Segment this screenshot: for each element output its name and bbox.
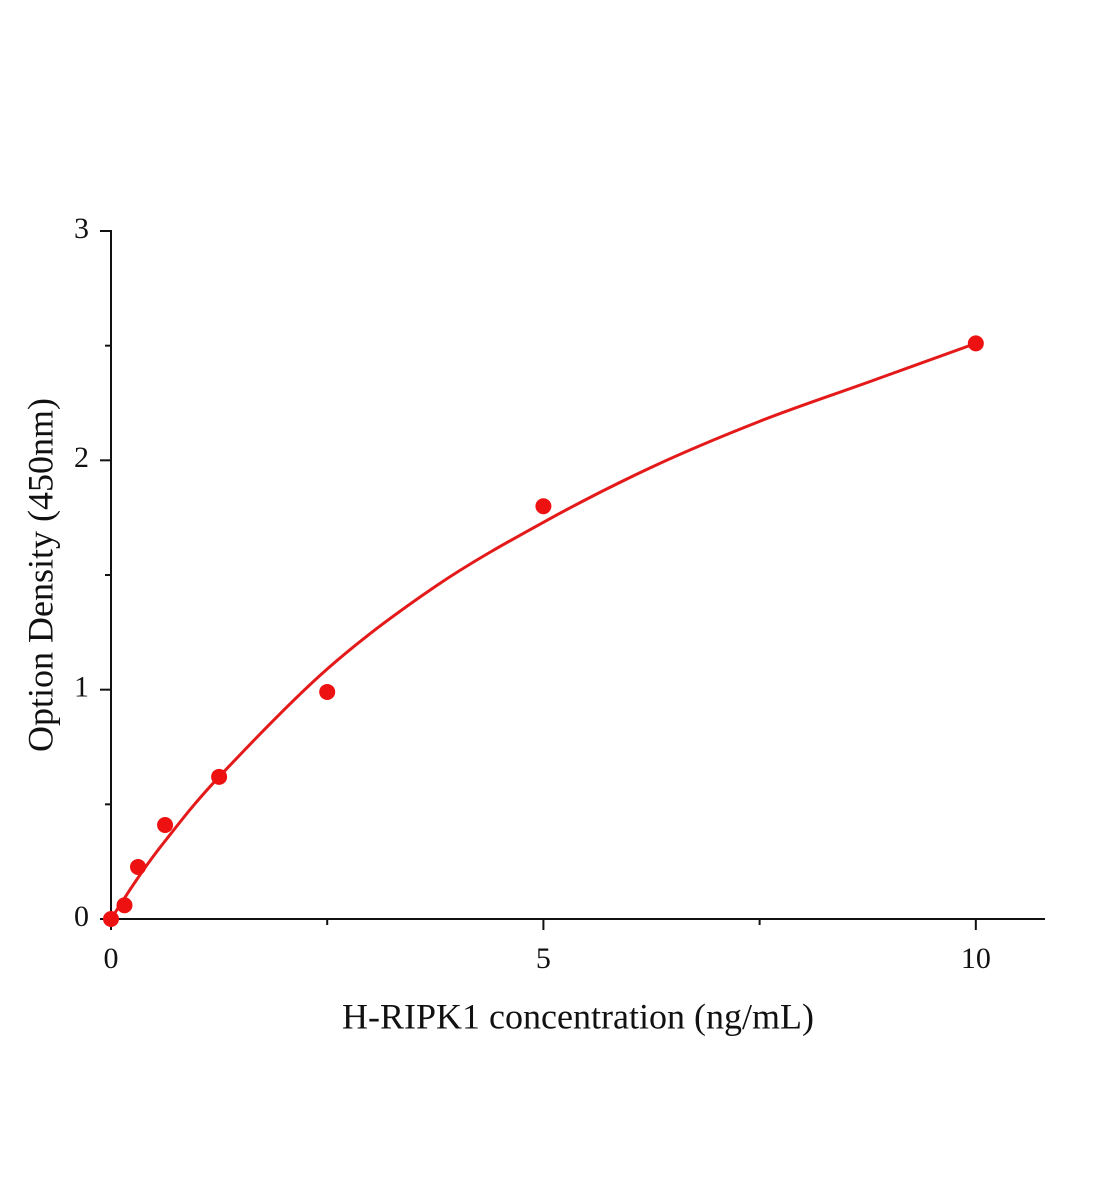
data-point (967, 335, 984, 352)
y-axis-label: Option Density (450nm) (20, 398, 60, 752)
data-point (535, 498, 552, 515)
y-tick-label: 2 (74, 441, 89, 474)
data-point (319, 683, 336, 700)
x-axis-label: H-RIPK1 concentration (ng/mL) (342, 996, 814, 1036)
data-point (103, 911, 119, 927)
data-point (116, 897, 133, 914)
x-tick-label: 10 (961, 942, 991, 975)
y-tick-label: 3 (74, 212, 89, 245)
x-tick-label: 0 (104, 942, 119, 975)
data-point (130, 858, 147, 875)
fit-curve (109, 341, 977, 920)
y-tick-label: 0 (74, 900, 89, 933)
x-tick-label: 5 (536, 942, 551, 975)
data-point (211, 768, 228, 785)
data-point (157, 816, 174, 833)
y-tick-label: 1 (74, 671, 89, 704)
